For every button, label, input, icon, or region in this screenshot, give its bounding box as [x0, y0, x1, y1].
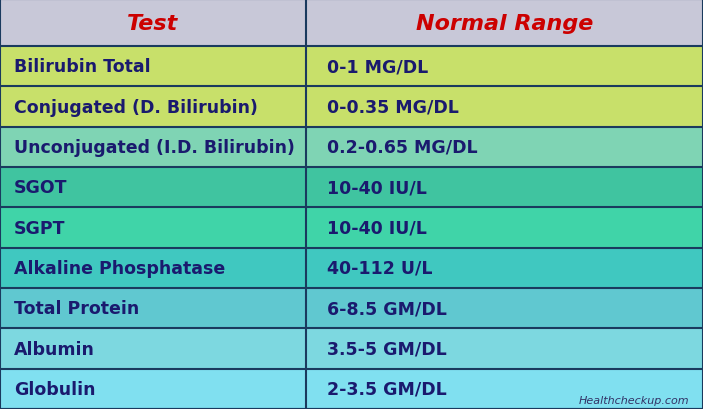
Bar	[0, 248, 306, 288]
Bar	[0, 328, 306, 369]
Text: Healthcheckup.com: Healthcheckup.com	[579, 395, 689, 405]
Text: 6-8.5 GM/DL: 6-8.5 GM/DL	[327, 299, 447, 317]
Bar	[0, 288, 306, 328]
Bar	[306, 208, 703, 248]
Text: Test: Test	[127, 13, 179, 34]
Text: Alkaline Phosphatase: Alkaline Phosphatase	[14, 259, 225, 277]
Bar	[306, 288, 703, 328]
Bar	[0, 128, 306, 168]
Text: SGPT: SGPT	[14, 219, 65, 237]
Text: Normal Range: Normal Range	[415, 13, 593, 34]
Text: 0-0.35 MG/DL: 0-0.35 MG/DL	[327, 99, 459, 116]
Bar	[306, 248, 703, 288]
Text: 10-40 IU/L: 10-40 IU/L	[327, 219, 427, 237]
Bar	[0, 168, 306, 208]
Bar	[0, 208, 306, 248]
Text: 3.5-5 GM/DL: 3.5-5 GM/DL	[327, 340, 446, 357]
Bar	[306, 0, 703, 47]
Text: Conjugated (D. Bilirubin): Conjugated (D. Bilirubin)	[14, 99, 258, 116]
Text: 40-112 U/L: 40-112 U/L	[327, 259, 432, 277]
Text: 2-3.5 GM/DL: 2-3.5 GM/DL	[327, 380, 446, 398]
Bar	[306, 128, 703, 168]
Bar	[306, 369, 703, 409]
Text: 0-1 MG/DL: 0-1 MG/DL	[327, 58, 428, 76]
Text: 0.2-0.65 MG/DL: 0.2-0.65 MG/DL	[327, 139, 477, 157]
Text: Globulin: Globulin	[14, 380, 96, 398]
Text: Albumin: Albumin	[14, 340, 95, 357]
Text: 10-40 IU/L: 10-40 IU/L	[327, 179, 427, 197]
Bar	[306, 87, 703, 128]
Text: Bilirubin Total: Bilirubin Total	[14, 58, 150, 76]
Text: Total Protein: Total Protein	[14, 299, 139, 317]
Text: Unconjugated (I.D. Bilirubin): Unconjugated (I.D. Bilirubin)	[14, 139, 295, 157]
Bar	[306, 168, 703, 208]
Bar	[0, 47, 306, 87]
Bar	[0, 369, 306, 409]
Bar	[306, 328, 703, 369]
Bar	[306, 47, 703, 87]
Text: SGOT: SGOT	[14, 179, 67, 197]
Bar	[0, 0, 306, 47]
Bar	[0, 87, 306, 128]
